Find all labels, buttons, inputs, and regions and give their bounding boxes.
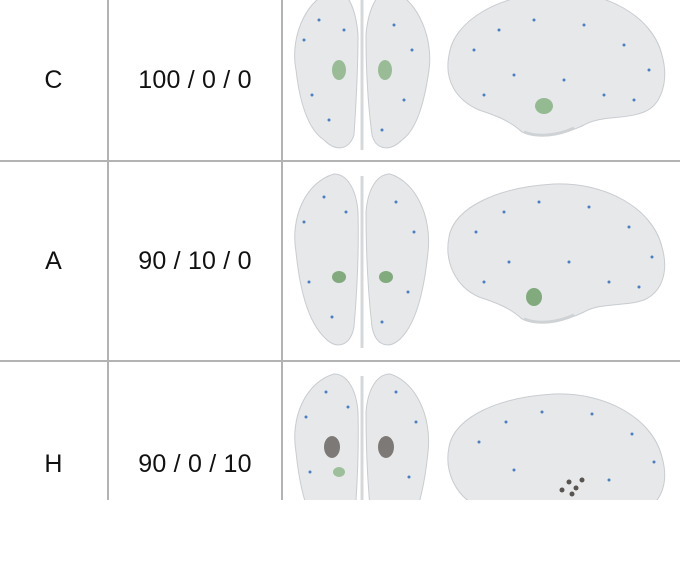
brain-figure (294, 0, 666, 150)
brain-axial-view-image (294, 0, 431, 150)
results-table: C 100 / 0 / 0 (0, 0, 680, 500)
brain-axial-view-image (294, 173, 430, 348)
column-divider (281, 0, 283, 500)
row-divider (0, 360, 680, 362)
brain-axial-view-image (294, 373, 430, 500)
brain-figure (294, 173, 666, 348)
brain-sagittal-view-image (447, 393, 666, 500)
condition-label: H (44, 450, 63, 478)
column-divider (107, 0, 109, 500)
brain-sagittal-view-image (447, 0, 666, 137)
condition-label: C (44, 65, 63, 94)
node-dots (302, 18, 651, 132)
ratio-value: 90 / 0 / 10 (138, 450, 252, 478)
brain-figure (294, 373, 666, 500)
brain-images-row-h (284, 362, 680, 500)
brain-images-row-a (284, 162, 680, 360)
ratio-value: 100 / 0 / 0 (138, 65, 252, 94)
ratio-value: 90 / 10 / 0 (138, 246, 252, 275)
brain-images-row-c (284, 0, 680, 160)
brain-sagittal-view-image (447, 183, 666, 324)
node-dots (302, 195, 654, 324)
condition-label: A (45, 246, 62, 275)
node-dots (304, 390, 656, 482)
row-divider (0, 160, 680, 162)
